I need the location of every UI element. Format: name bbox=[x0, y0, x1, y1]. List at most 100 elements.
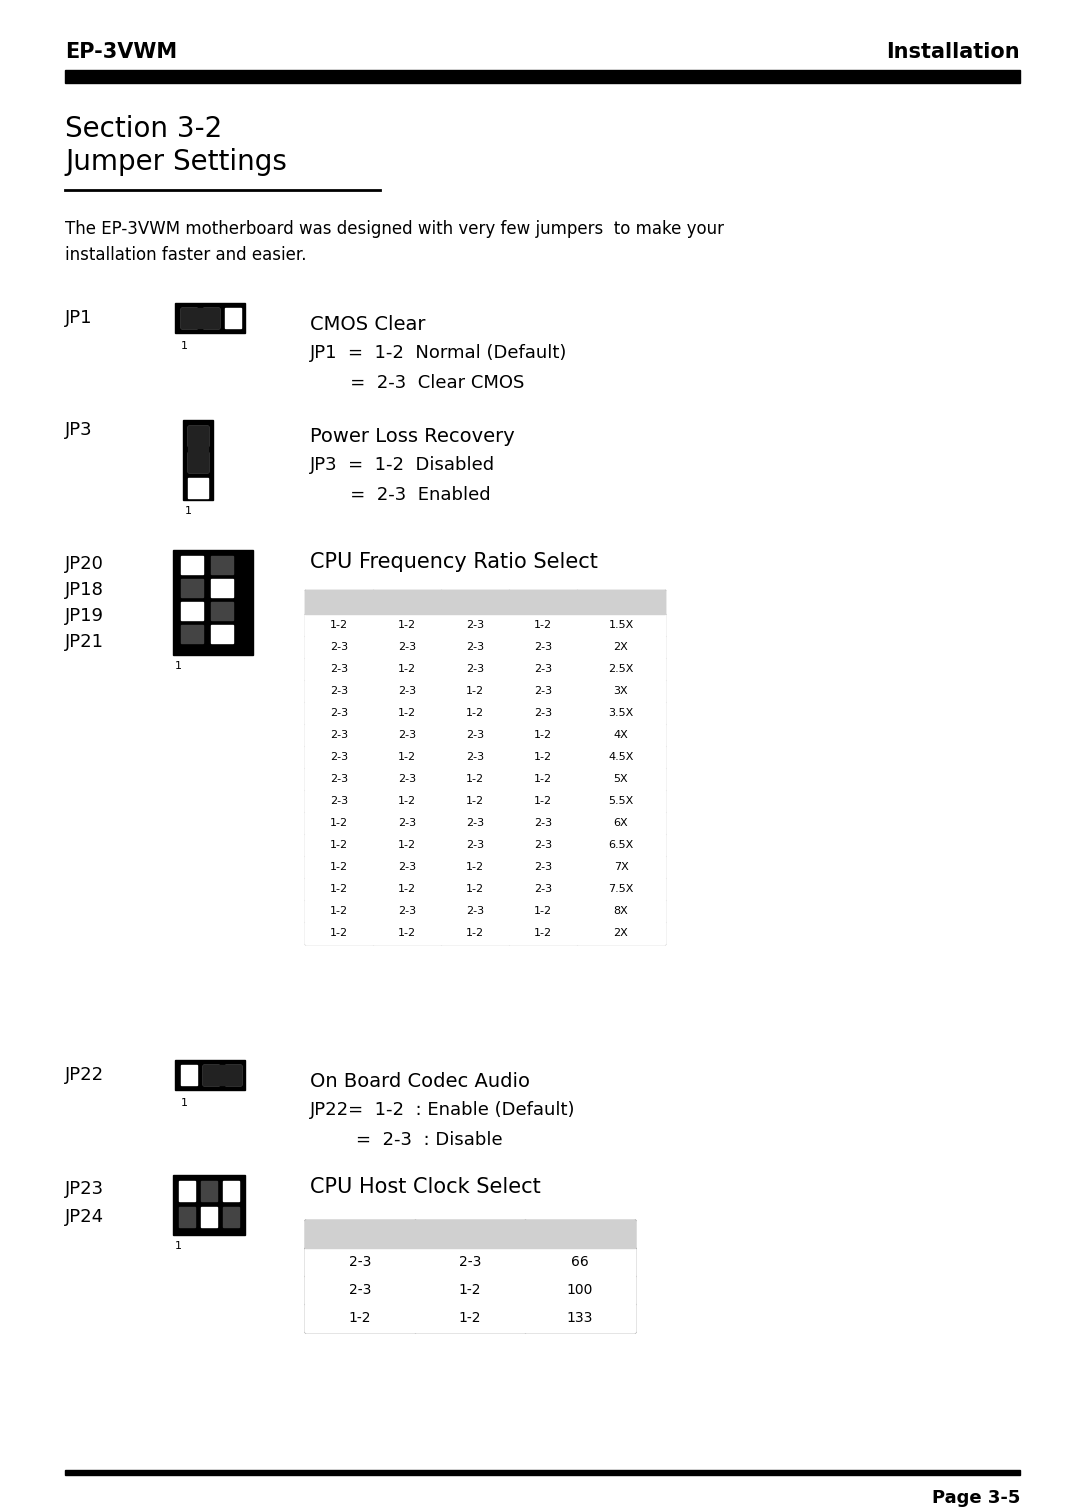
Bar bbox=[181, 1065, 197, 1085]
Text: Power Loss Recovery: Power Loss Recovery bbox=[310, 428, 515, 446]
Text: JP20: JP20 bbox=[529, 597, 557, 607]
Text: 2-3: 2-3 bbox=[465, 730, 484, 740]
Bar bbox=[65, 1470, 1020, 1475]
Text: 1: 1 bbox=[175, 1241, 183, 1251]
Bar bbox=[181, 601, 203, 620]
Text: 1-2: 1-2 bbox=[465, 861, 484, 872]
Text: 1-2: 1-2 bbox=[329, 620, 348, 630]
Text: FREQ. RATIO: FREQ. RATIO bbox=[582, 597, 660, 607]
Text: 1-2: 1-2 bbox=[397, 620, 416, 630]
Text: 1-2: 1-2 bbox=[534, 907, 552, 916]
Text: 3X: 3X bbox=[613, 686, 629, 697]
Text: 1-2: 1-2 bbox=[397, 796, 416, 805]
Text: 1.5X: 1.5X bbox=[608, 620, 634, 630]
Bar bbox=[201, 1182, 217, 1201]
Text: JP23: JP23 bbox=[65, 1180, 104, 1198]
Text: 2-3: 2-3 bbox=[329, 663, 348, 674]
Text: CMOS Clear: CMOS Clear bbox=[310, 314, 426, 334]
Bar bbox=[188, 426, 208, 471]
Text: 2-3: 2-3 bbox=[465, 840, 484, 851]
Text: 2-3: 2-3 bbox=[534, 817, 552, 828]
Text: 2-3: 2-3 bbox=[534, 884, 552, 895]
Text: 7.5X: 7.5X bbox=[608, 884, 634, 895]
Text: JP3  =  1-2  Disabled: JP3 = 1-2 Disabled bbox=[310, 456, 495, 474]
Bar bbox=[188, 477, 208, 499]
Bar bbox=[225, 1065, 241, 1085]
Bar bbox=[305, 589, 665, 613]
Bar bbox=[181, 626, 203, 644]
Text: 2X: 2X bbox=[613, 642, 629, 653]
Bar bbox=[65, 70, 1020, 83]
Text: 2-3: 2-3 bbox=[397, 642, 416, 653]
Bar bbox=[222, 1207, 239, 1227]
Text: 1-2: 1-2 bbox=[465, 686, 484, 697]
Bar bbox=[305, 857, 665, 878]
Text: 4.5X: 4.5X bbox=[608, 752, 634, 762]
Bar bbox=[305, 811, 665, 834]
Bar bbox=[225, 308, 241, 328]
Text: 8X: 8X bbox=[613, 907, 629, 916]
Bar bbox=[183, 420, 213, 500]
Text: 2-3: 2-3 bbox=[534, 663, 552, 674]
Text: JP23: JP23 bbox=[453, 1227, 487, 1241]
Text: Host MHz: Host MHz bbox=[543, 1227, 617, 1241]
Text: 1-2: 1-2 bbox=[534, 796, 552, 805]
Bar bbox=[175, 1061, 245, 1089]
Text: 2-3: 2-3 bbox=[349, 1283, 372, 1296]
Text: 2-3: 2-3 bbox=[534, 709, 552, 718]
Text: 100: 100 bbox=[567, 1283, 593, 1296]
Text: 2-3: 2-3 bbox=[465, 642, 484, 653]
Bar bbox=[179, 1207, 195, 1227]
Text: 2-3: 2-3 bbox=[329, 796, 348, 805]
Bar bbox=[305, 901, 665, 922]
Text: CPU Frequency Ratio Select: CPU Frequency Ratio Select bbox=[310, 552, 598, 573]
Bar bbox=[222, 1182, 239, 1201]
Text: 2-3: 2-3 bbox=[465, 817, 484, 828]
Text: =  2-3  Enabled: = 2-3 Enabled bbox=[310, 487, 490, 505]
Bar bbox=[305, 1304, 635, 1333]
Bar bbox=[305, 724, 665, 746]
Text: 3.5X: 3.5X bbox=[608, 709, 634, 718]
Text: 1-2: 1-2 bbox=[465, 796, 484, 805]
Text: 2X: 2X bbox=[613, 928, 629, 938]
Bar bbox=[305, 703, 665, 724]
Bar bbox=[188, 426, 208, 446]
Text: 2-3: 2-3 bbox=[397, 861, 416, 872]
Text: 1: 1 bbox=[181, 1098, 188, 1108]
Text: 66: 66 bbox=[571, 1256, 589, 1269]
Bar bbox=[181, 308, 197, 328]
Bar bbox=[181, 308, 219, 328]
Text: JP24: JP24 bbox=[342, 1227, 377, 1241]
Text: 1-2: 1-2 bbox=[465, 928, 484, 938]
Text: 1-2: 1-2 bbox=[329, 907, 348, 916]
Text: 2-3: 2-3 bbox=[397, 730, 416, 740]
Text: 1-2: 1-2 bbox=[329, 840, 348, 851]
Text: 4X: 4X bbox=[613, 730, 629, 740]
Text: 1-2: 1-2 bbox=[397, 840, 416, 851]
Bar bbox=[203, 308, 219, 328]
Text: 2-3: 2-3 bbox=[329, 774, 348, 784]
Text: 1-2: 1-2 bbox=[465, 709, 484, 718]
Text: 5X: 5X bbox=[613, 774, 629, 784]
Text: 2-3: 2-3 bbox=[397, 686, 416, 697]
Text: JP22=  1-2  : Enable (Default): JP22= 1-2 : Enable (Default) bbox=[310, 1102, 576, 1120]
Bar bbox=[211, 601, 233, 620]
Bar bbox=[305, 768, 665, 790]
Bar bbox=[201, 1207, 217, 1227]
Text: JP18: JP18 bbox=[65, 582, 104, 598]
Text: 1-2: 1-2 bbox=[329, 861, 348, 872]
Text: 133: 133 bbox=[567, 1312, 593, 1325]
Bar bbox=[305, 878, 665, 901]
Text: 2-3: 2-3 bbox=[534, 642, 552, 653]
Text: 2-3: 2-3 bbox=[465, 752, 484, 762]
Text: CPU Host Clock Select: CPU Host Clock Select bbox=[310, 1177, 541, 1197]
Bar bbox=[203, 1065, 241, 1085]
Text: 1-2: 1-2 bbox=[465, 884, 484, 895]
Text: 1-2: 1-2 bbox=[329, 884, 348, 895]
Bar bbox=[173, 550, 253, 654]
Bar bbox=[305, 657, 665, 680]
Text: 1-2: 1-2 bbox=[459, 1312, 482, 1325]
Text: 1-2: 1-2 bbox=[397, 752, 416, 762]
Text: 6.5X: 6.5X bbox=[608, 840, 634, 851]
Text: Jumper Settings: Jumper Settings bbox=[65, 148, 287, 175]
